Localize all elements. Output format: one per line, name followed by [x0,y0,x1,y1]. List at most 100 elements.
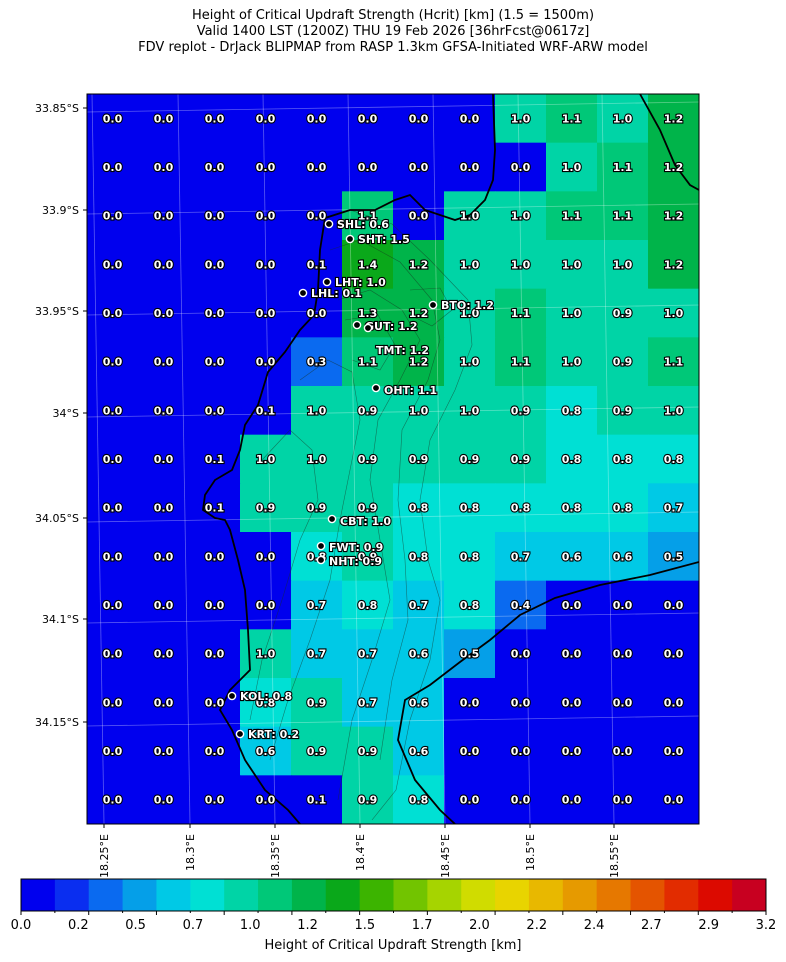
colorbar-tick-label: 1.5 [355,918,376,933]
grid-value-label: 0.0 [409,210,429,223]
station-label: CBT: 1.0 [340,515,391,528]
grid-value-label: 0.7 [358,648,378,661]
grid-value-label: 0.0 [358,161,378,174]
grid-value-label: 1.0 [460,404,480,417]
grid-value-label: 0.0 [205,258,225,271]
grid-value-label: 0.0 [307,210,327,223]
heat-cell [648,94,699,144]
heat-cell [291,240,343,290]
grid-value-label: 1.0 [460,356,480,369]
grid-value-label: 0.0 [256,599,276,612]
grid-value-label: 0.0 [562,745,582,758]
heat-cell [546,191,598,241]
heat-cell [87,678,139,728]
grid-value-label: 0.8 [562,404,582,417]
grid-value-label: 0.9 [358,794,378,807]
grid-value-label: 0.0 [103,404,123,417]
grid-value-label: 1.0 [460,258,480,271]
grid-value-label: 1.0 [511,112,531,125]
grid-value-label: 0.8 [562,502,582,515]
colorbar-tick-label: 2.0 [469,918,490,933]
heat-cell [87,337,139,387]
grid-value-label: 0.6 [562,550,582,563]
grid-value-label: 1.0 [409,404,429,417]
colorbar-swatch [88,879,124,911]
heat-cell [138,288,190,338]
x-tick-label: 18.45°E [439,834,452,878]
colorbar-swatch [224,879,259,911]
grid-value-label: 0.8 [409,502,429,515]
grid-value-label: 0.6 [613,550,633,563]
heat-cell [444,580,496,630]
station-marker [352,320,362,330]
chart-subtitle: Valid 1400 LST (1200Z) THU 19 Feb 2026 [… [196,24,590,39]
heat-cell [393,483,445,533]
heat-cell [393,94,445,144]
grid-value-label: 0.9 [358,453,378,466]
grid-value-label: 0.9 [256,502,276,515]
heat-cell [240,532,292,582]
grid-value-label: 1.1 [511,307,531,320]
grid-value-label: 0.9 [613,356,633,369]
grid-value-label: 0.8 [613,502,633,515]
heat-cell [597,532,649,582]
terrain-contour [269,359,361,761]
chart-subtitle: FDV replot - DrJack BLIPMAP from RASP 1.… [138,40,648,55]
heat-cell [393,288,445,338]
map-plot-area: 0.0 0.0 0.0 0.0 0.0 0.0 0.0 0.0 1.0 1.1 1.0 1.2 0.0 0… [87,94,699,824]
heat-cell [240,288,292,338]
heat-cell [444,337,496,387]
heat-cell [87,775,139,824]
terrain-contour [409,287,453,327]
grid-value-label: 0.9 [358,745,378,758]
heat-cell [138,191,190,241]
x-tick-label: 18.25°E [98,834,111,878]
y-tick-label: 33.85°S [35,102,79,115]
heat-cell [291,386,343,436]
grid-value-label: 0.0 [205,161,225,174]
longitude-gridline [347,94,361,824]
heat-cell [240,386,292,436]
heat-cell [342,142,394,192]
colorbar-tick-label: 1.0 [240,918,261,933]
heat-cell [189,142,241,192]
station-marker [371,383,381,393]
grid-value-label: 1.4 [358,258,378,271]
heat-cell [189,337,241,387]
grid-value-label: 1.0 [460,210,480,223]
heat-cell [189,386,241,436]
heat-cell [138,580,190,630]
heat-cell [495,386,547,436]
grid-value-label: 1.0 [562,258,582,271]
grid-value-label: 0.0 [511,161,531,174]
grid-value-label: 0.0 [358,112,378,125]
grid-value-label: 0.0 [103,696,123,709]
heat-cell [444,434,496,484]
grid-value-label: 0.0 [562,648,582,661]
heat-cell [138,532,190,582]
grid-value-label: 0.0 [460,745,480,758]
heat-cell [291,678,343,728]
station-marker [227,691,237,701]
heat-cell [291,726,343,776]
grid-value-label: 0.8 [409,794,429,807]
station-label: LHT: 1.0 [335,276,386,289]
colorbar-swatch [562,879,598,911]
grid-value-label: 0.9 [307,696,327,709]
colorbar-swatch [54,879,90,911]
grid-value-label: 1.2 [664,112,684,125]
station-marker [316,555,326,565]
grid-value-label: 0.0 [103,794,123,807]
grid-value-label: 0.8 [358,599,378,612]
grid-value-label: 0.0 [103,356,123,369]
grid-value-label: 1.0 [460,307,480,320]
heat-cell [393,532,445,582]
grid-value-label: 0.9 [307,745,327,758]
grid-value-label: 0.0 [154,648,174,661]
grid-value-label: 0.0 [205,648,225,661]
y-tick-label: 34°S [53,407,79,420]
heat-cell [342,726,394,776]
grid-value-label: 0.0 [460,161,480,174]
grid-value-label: 1.0 [307,453,327,466]
